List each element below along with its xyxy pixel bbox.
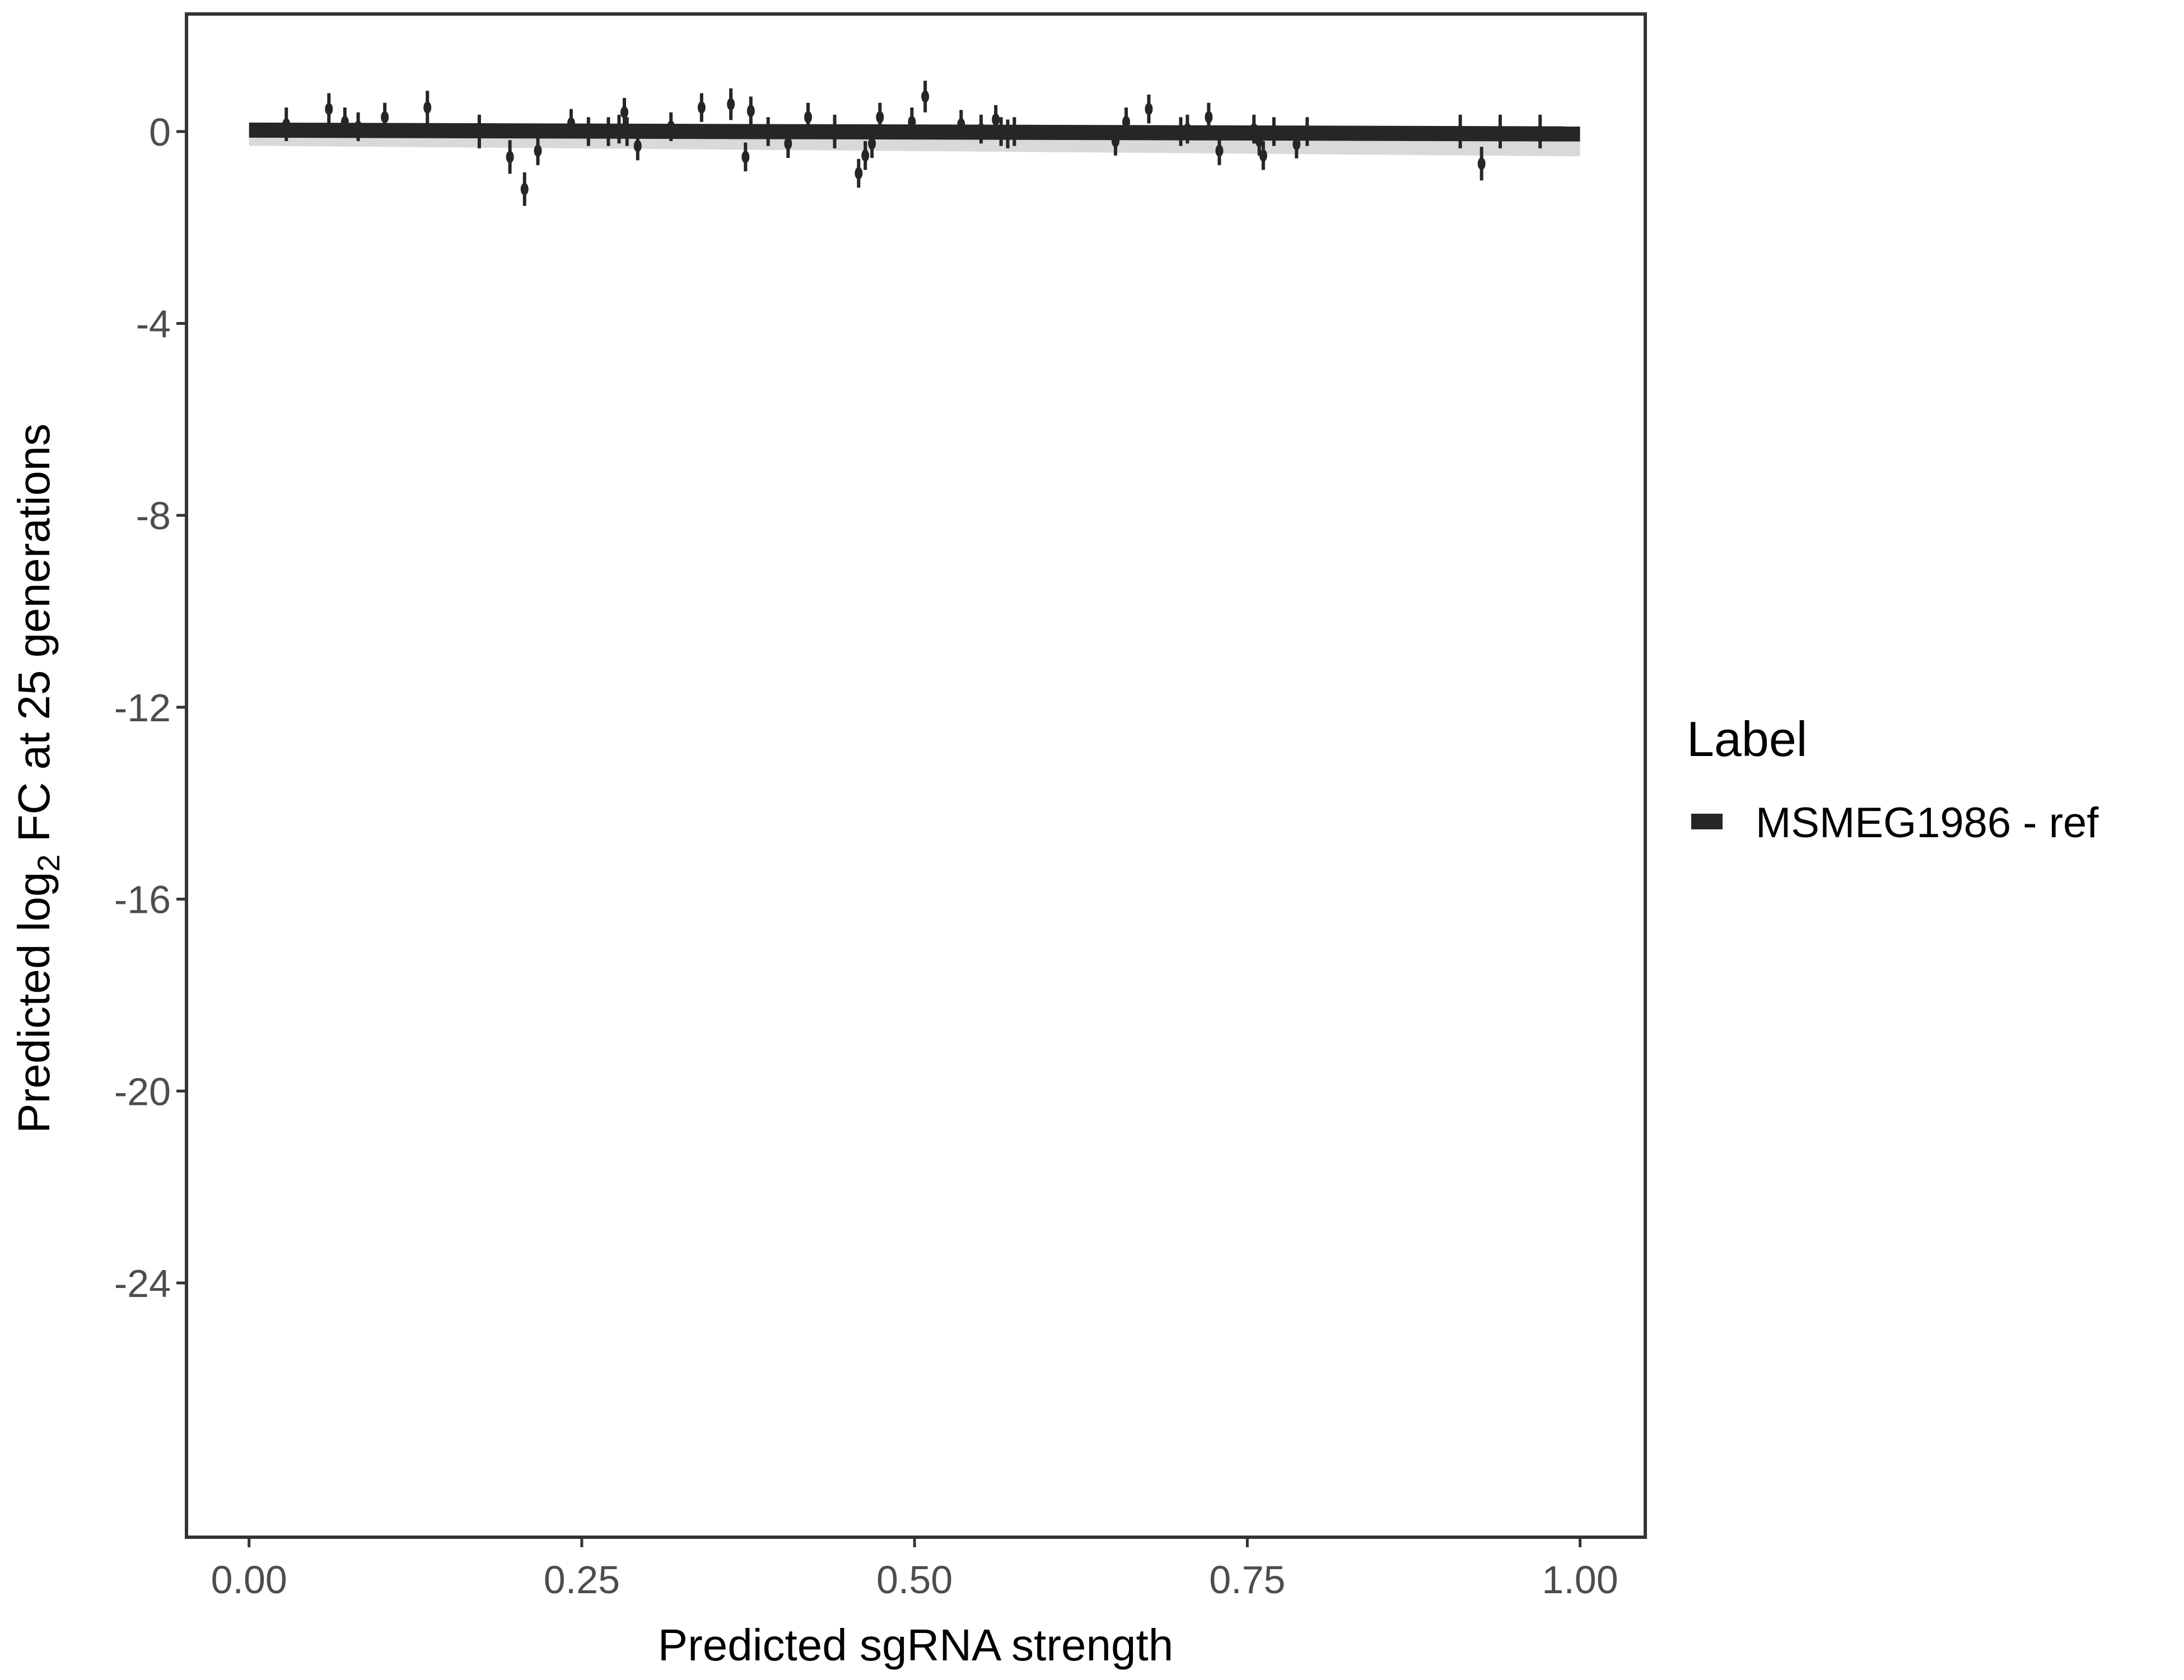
data-point: [746, 105, 755, 118]
x-tick-label: 0.50: [876, 1558, 953, 1602]
data-point: [1456, 125, 1464, 138]
data-point: [604, 125, 613, 138]
data-point: [1292, 138, 1301, 151]
plot-panel-border: [185, 12, 1647, 1539]
data-point: [1536, 125, 1544, 138]
data-point: [727, 98, 735, 111]
data-point: [1270, 125, 1278, 138]
y-tick-label: 0: [149, 110, 171, 154]
y-tick-label: -4: [136, 302, 171, 346]
data-point: [921, 90, 930, 103]
data-point: [977, 123, 985, 136]
data-points: [282, 81, 1544, 206]
data-point: [764, 125, 772, 138]
data-point: [997, 125, 1005, 138]
y-axis-title-subscript: 2: [31, 855, 66, 872]
x-tick-label: 0.75: [1209, 1558, 1285, 1602]
data-point: [697, 101, 706, 114]
data-point: [1122, 115, 1131, 128]
data-point: [1205, 111, 1213, 124]
data-point: [620, 106, 628, 119]
data-point: [992, 113, 1000, 126]
y-tick-label: -20: [114, 1070, 171, 1113]
data-point: [908, 115, 916, 128]
data-point: [325, 102, 333, 115]
x-axis-title: Predicted sgRNA strength: [658, 1620, 1173, 1670]
data-point: [584, 125, 592, 138]
data-point: [830, 125, 839, 138]
data-point: [741, 151, 750, 164]
data-point: [1250, 123, 1258, 136]
data-point: [804, 111, 812, 124]
y-tick-label: -12: [114, 686, 171, 730]
legend-key: [1691, 814, 1723, 829]
data-point: [1177, 125, 1185, 138]
data-point: [868, 137, 876, 150]
y-tick-label: -16: [114, 878, 171, 922]
data-point: [784, 137, 792, 150]
data-point: [1215, 144, 1224, 157]
data-point: [855, 167, 863, 180]
x-tick-label: 1.00: [1542, 1558, 1618, 1602]
y-axis-title: Predicted log2 FC at 25 generations: [9, 423, 66, 1133]
y-axis-title-part: Predicted log: [9, 872, 59, 1133]
data-point: [340, 115, 349, 128]
legend-title: Label: [1687, 711, 1807, 767]
data-point: [520, 183, 529, 195]
y-tick-label: -24: [114, 1262, 171, 1305]
fit-line-group: [249, 122, 1580, 142]
data-point: [354, 120, 362, 133]
data-point: [506, 151, 514, 164]
data-point: [567, 117, 575, 130]
data-point: [1010, 125, 1019, 138]
data-point: [1004, 128, 1012, 141]
data-point: [381, 111, 389, 124]
data-point: [861, 149, 870, 162]
data-point: [1255, 135, 1263, 148]
x-axis: 0.00 0.25 0.50 0.75 1.00: [211, 1539, 1618, 1602]
data-point: [1496, 125, 1504, 138]
data-point: [1259, 149, 1267, 162]
x-tick-label: 0.00: [211, 1558, 287, 1602]
data-point: [1303, 125, 1312, 138]
data-point: [423, 101, 432, 114]
data-point: [1183, 123, 1192, 136]
legend: Label MSMEG1986 - ref: [1687, 711, 2099, 847]
data-point: [282, 118, 291, 131]
data-point: [1477, 157, 1486, 170]
data-point: [1112, 135, 1120, 148]
data-point: [876, 111, 884, 124]
y-tick-label: -8: [136, 494, 171, 538]
legend-label: MSMEG1986 - ref: [1756, 799, 2099, 847]
data-point: [615, 123, 623, 136]
data-point: [623, 125, 631, 138]
y-axis: 0 -4 -8 -12 -16 -20 -24: [114, 110, 185, 1305]
data-point: [667, 120, 675, 133]
fit-line: [249, 122, 1580, 142]
x-tick-label: 0.25: [544, 1558, 620, 1602]
data-point: [957, 118, 965, 131]
data-point: [534, 144, 542, 157]
data-point: [475, 125, 483, 138]
y-axis-title-part: FC at 25 generations: [9, 423, 59, 854]
data-point: [633, 139, 642, 152]
data-point: [1145, 102, 1153, 115]
